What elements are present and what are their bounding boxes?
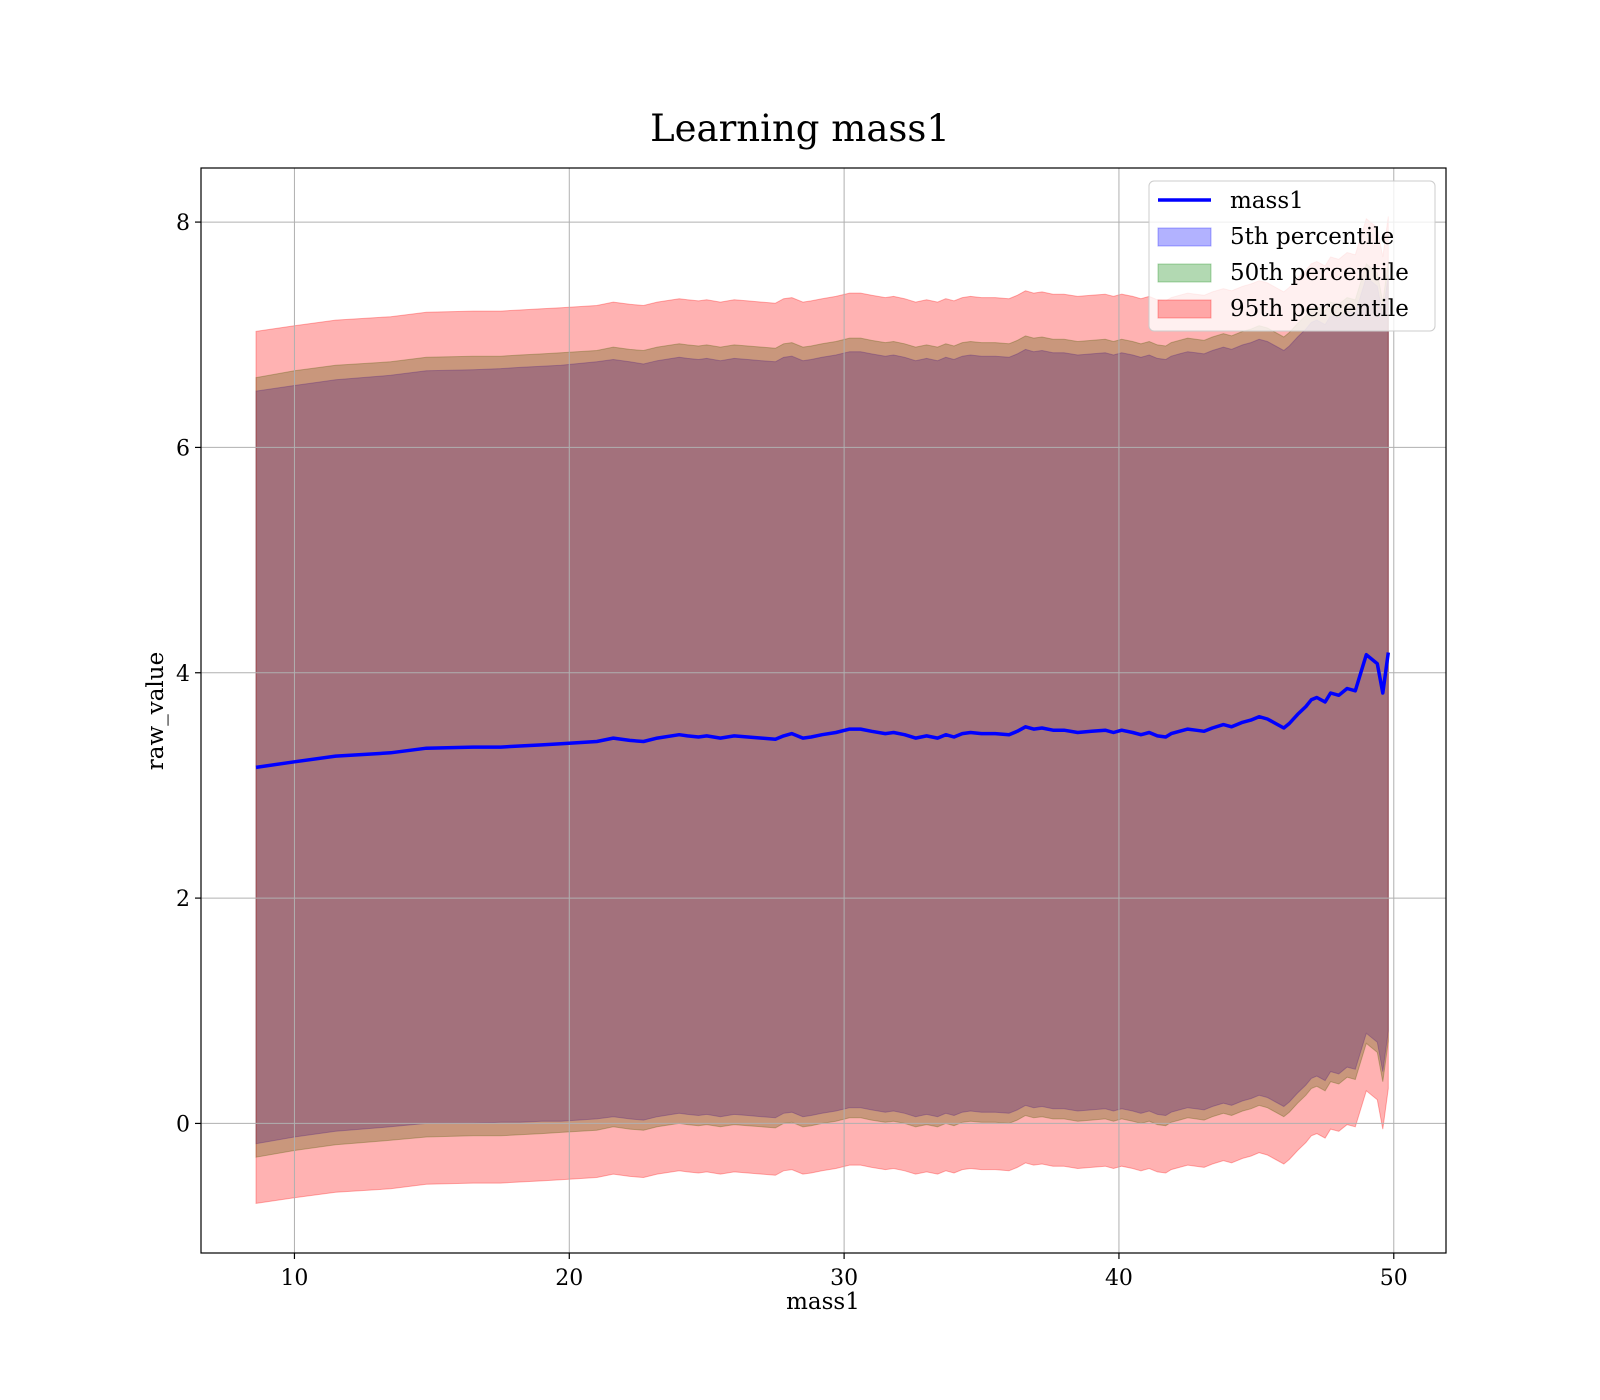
chart-title: Learning mass1 — [650, 107, 950, 150]
legend-swatch-50th — [1157, 263, 1212, 283]
x-tick-label: 30 — [830, 1266, 858, 1291]
y-tick-label: 8 — [176, 211, 190, 236]
y-axis-ticks: 0 2 4 6 8 — [176, 211, 201, 1137]
x-tick-label: 40 — [1105, 1266, 1133, 1291]
band-95th-percentile — [255, 216, 1389, 1204]
x-tick-label: 10 — [280, 1266, 308, 1291]
percentile-bands — [255, 216, 1389, 1204]
y-axis-label: raw_value — [143, 652, 169, 770]
legend-swatch-95th — [1157, 299, 1212, 319]
y-tick-label: 4 — [176, 662, 190, 687]
legend-label-95th: 95th percentile — [1230, 296, 1409, 322]
plot-area-frame — [200, 167, 1447, 1254]
band-50th-percentile — [255, 261, 1389, 1158]
y-tick-label: 0 — [176, 1112, 190, 1137]
legend-label-mass1: mass1 — [1230, 188, 1304, 214]
x-tick-label: 50 — [1380, 1266, 1408, 1291]
y-tick-label: 2 — [176, 887, 190, 912]
legend-swatch-5th — [1157, 227, 1212, 247]
series-line-layer — [255, 652, 1391, 770]
legend-box — [1148, 180, 1436, 332]
legend: mass1 5th percentile 50th percentile 95t… — [1148, 180, 1436, 332]
grid-lines — [201, 168, 1446, 1253]
x-axis-label: mass1 — [786, 1289, 860, 1315]
legend-label-5th: 5th percentile — [1230, 224, 1394, 250]
x-axis-ticks: 10 20 30 40 50 — [280, 1253, 1408, 1291]
series-line-mass1 — [255, 652, 1391, 770]
x-tick-label: 20 — [555, 1266, 583, 1291]
band-5th-percentile — [255, 274, 1389, 1145]
y-tick-label: 6 — [176, 436, 190, 461]
legend-label-50th: 50th percentile — [1230, 260, 1409, 286]
